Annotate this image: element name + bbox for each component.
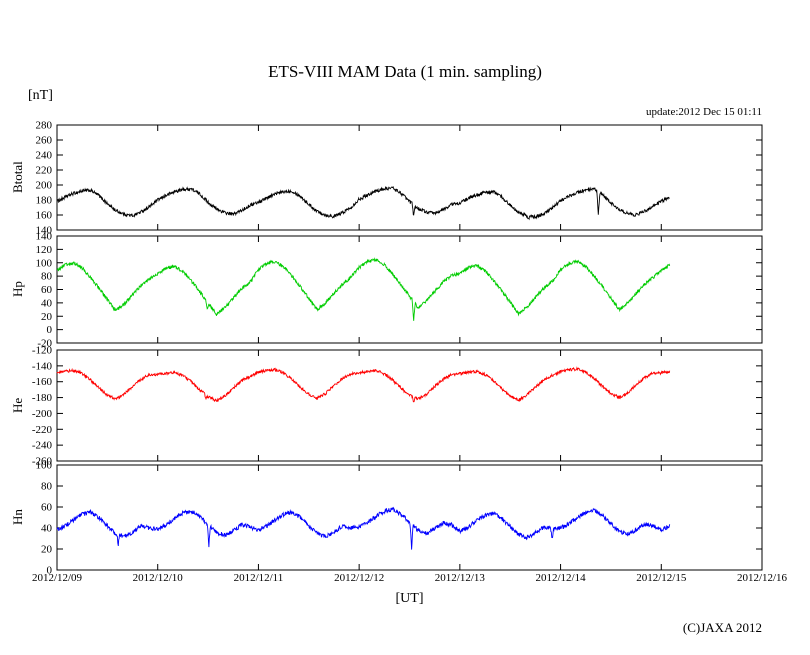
y-tick-label: -20 — [37, 338, 52, 350]
y-tick-label: 280 — [36, 120, 53, 132]
y-tick-label: 240 — [36, 150, 53, 162]
y-unit-label: [nT] — [28, 88, 53, 103]
panel-btotal-plot: 140 160 180 200 220 240 260 280 — [36, 120, 763, 237]
y-tick-label: 160 — [36, 210, 53, 222]
panel-frame — [56, 124, 763, 231]
y-tick-label: -260 — [32, 456, 53, 468]
y-tick-label: 60 — [41, 284, 53, 296]
update-timestamp: update:2012 Dec 15 01:11 — [646, 106, 762, 118]
x-tick-label: 2012/12/15 — [636, 572, 687, 584]
y-tick-label: 120 — [36, 244, 53, 256]
y-tick-label: 140 — [36, 231, 53, 243]
y-tick-label: -180 — [32, 392, 53, 404]
x-tick-label: 2012/12/09 — [31, 572, 83, 584]
y-tick-label: -240 — [32, 440, 53, 452]
y-tick-label: 100 — [36, 257, 53, 269]
chart-title: ETS-VIII MAM Data (1 min. sampling) — [268, 62, 542, 81]
y-tick-label: -160 — [32, 376, 53, 388]
y-tick-label: 220 — [36, 165, 53, 177]
y-tick-label: 60 — [41, 502, 53, 514]
y-tick-label: 80 — [41, 481, 53, 493]
y-tick-label: -200 — [32, 408, 53, 420]
panel-hn-plot: 0 20 40 60 80 100 — [36, 460, 763, 577]
y-tick-label: -120 — [32, 345, 53, 357]
copyright: (C)JAXA 2012 — [682, 620, 762, 635]
x-axis-label: [UT] — [395, 591, 424, 606]
y-tick-label: 100 — [36, 460, 53, 472]
y-tick-label: 0 — [47, 565, 53, 577]
y-tick-label: 20 — [41, 544, 53, 556]
hp-trace — [56, 257, 671, 321]
x-tick-label: 2012/12/10 — [132, 572, 183, 584]
x-tick-label: 2012/12/14 — [535, 572, 586, 584]
y-tick-label: 180 — [36, 195, 53, 207]
y-tick-label: 80 — [41, 271, 53, 283]
panel-frame — [56, 464, 763, 571]
y-tick-label: 40 — [41, 297, 53, 309]
y-tick-label: 140 — [36, 225, 53, 237]
x-tick-label: 2012/12/16 — [736, 572, 788, 584]
x-tick-label: 2012/12/11 — [233, 572, 284, 584]
x-axis-tick-labels: 2012/12/09 2012/12/10 2012/12/11 2012/12/12… — [0, 572, 810, 586]
panel-he-plot: -260 -240 -220 -200 -180 -160 -140 -120 — [32, 345, 763, 468]
btotal-trace — [56, 185, 670, 221]
y-tick-label: 200 — [36, 180, 53, 192]
panel-frame — [56, 235, 763, 344]
y-tick-label: 0 — [47, 324, 53, 336]
y-tick-label: -220 — [32, 424, 53, 436]
y-tick-label: 40 — [41, 523, 53, 535]
panel-frame — [56, 349, 763, 462]
x-tick-label: 2012/12/12 — [334, 572, 385, 584]
y-tick-label: 20 — [41, 311, 53, 323]
y-tick-label: -140 — [32, 360, 53, 372]
x-tick-label: 2012/12/13 — [434, 572, 485, 584]
y-tick-label: 260 — [36, 135, 53, 147]
he-trace — [56, 366, 671, 403]
hn-trace — [56, 506, 671, 550]
